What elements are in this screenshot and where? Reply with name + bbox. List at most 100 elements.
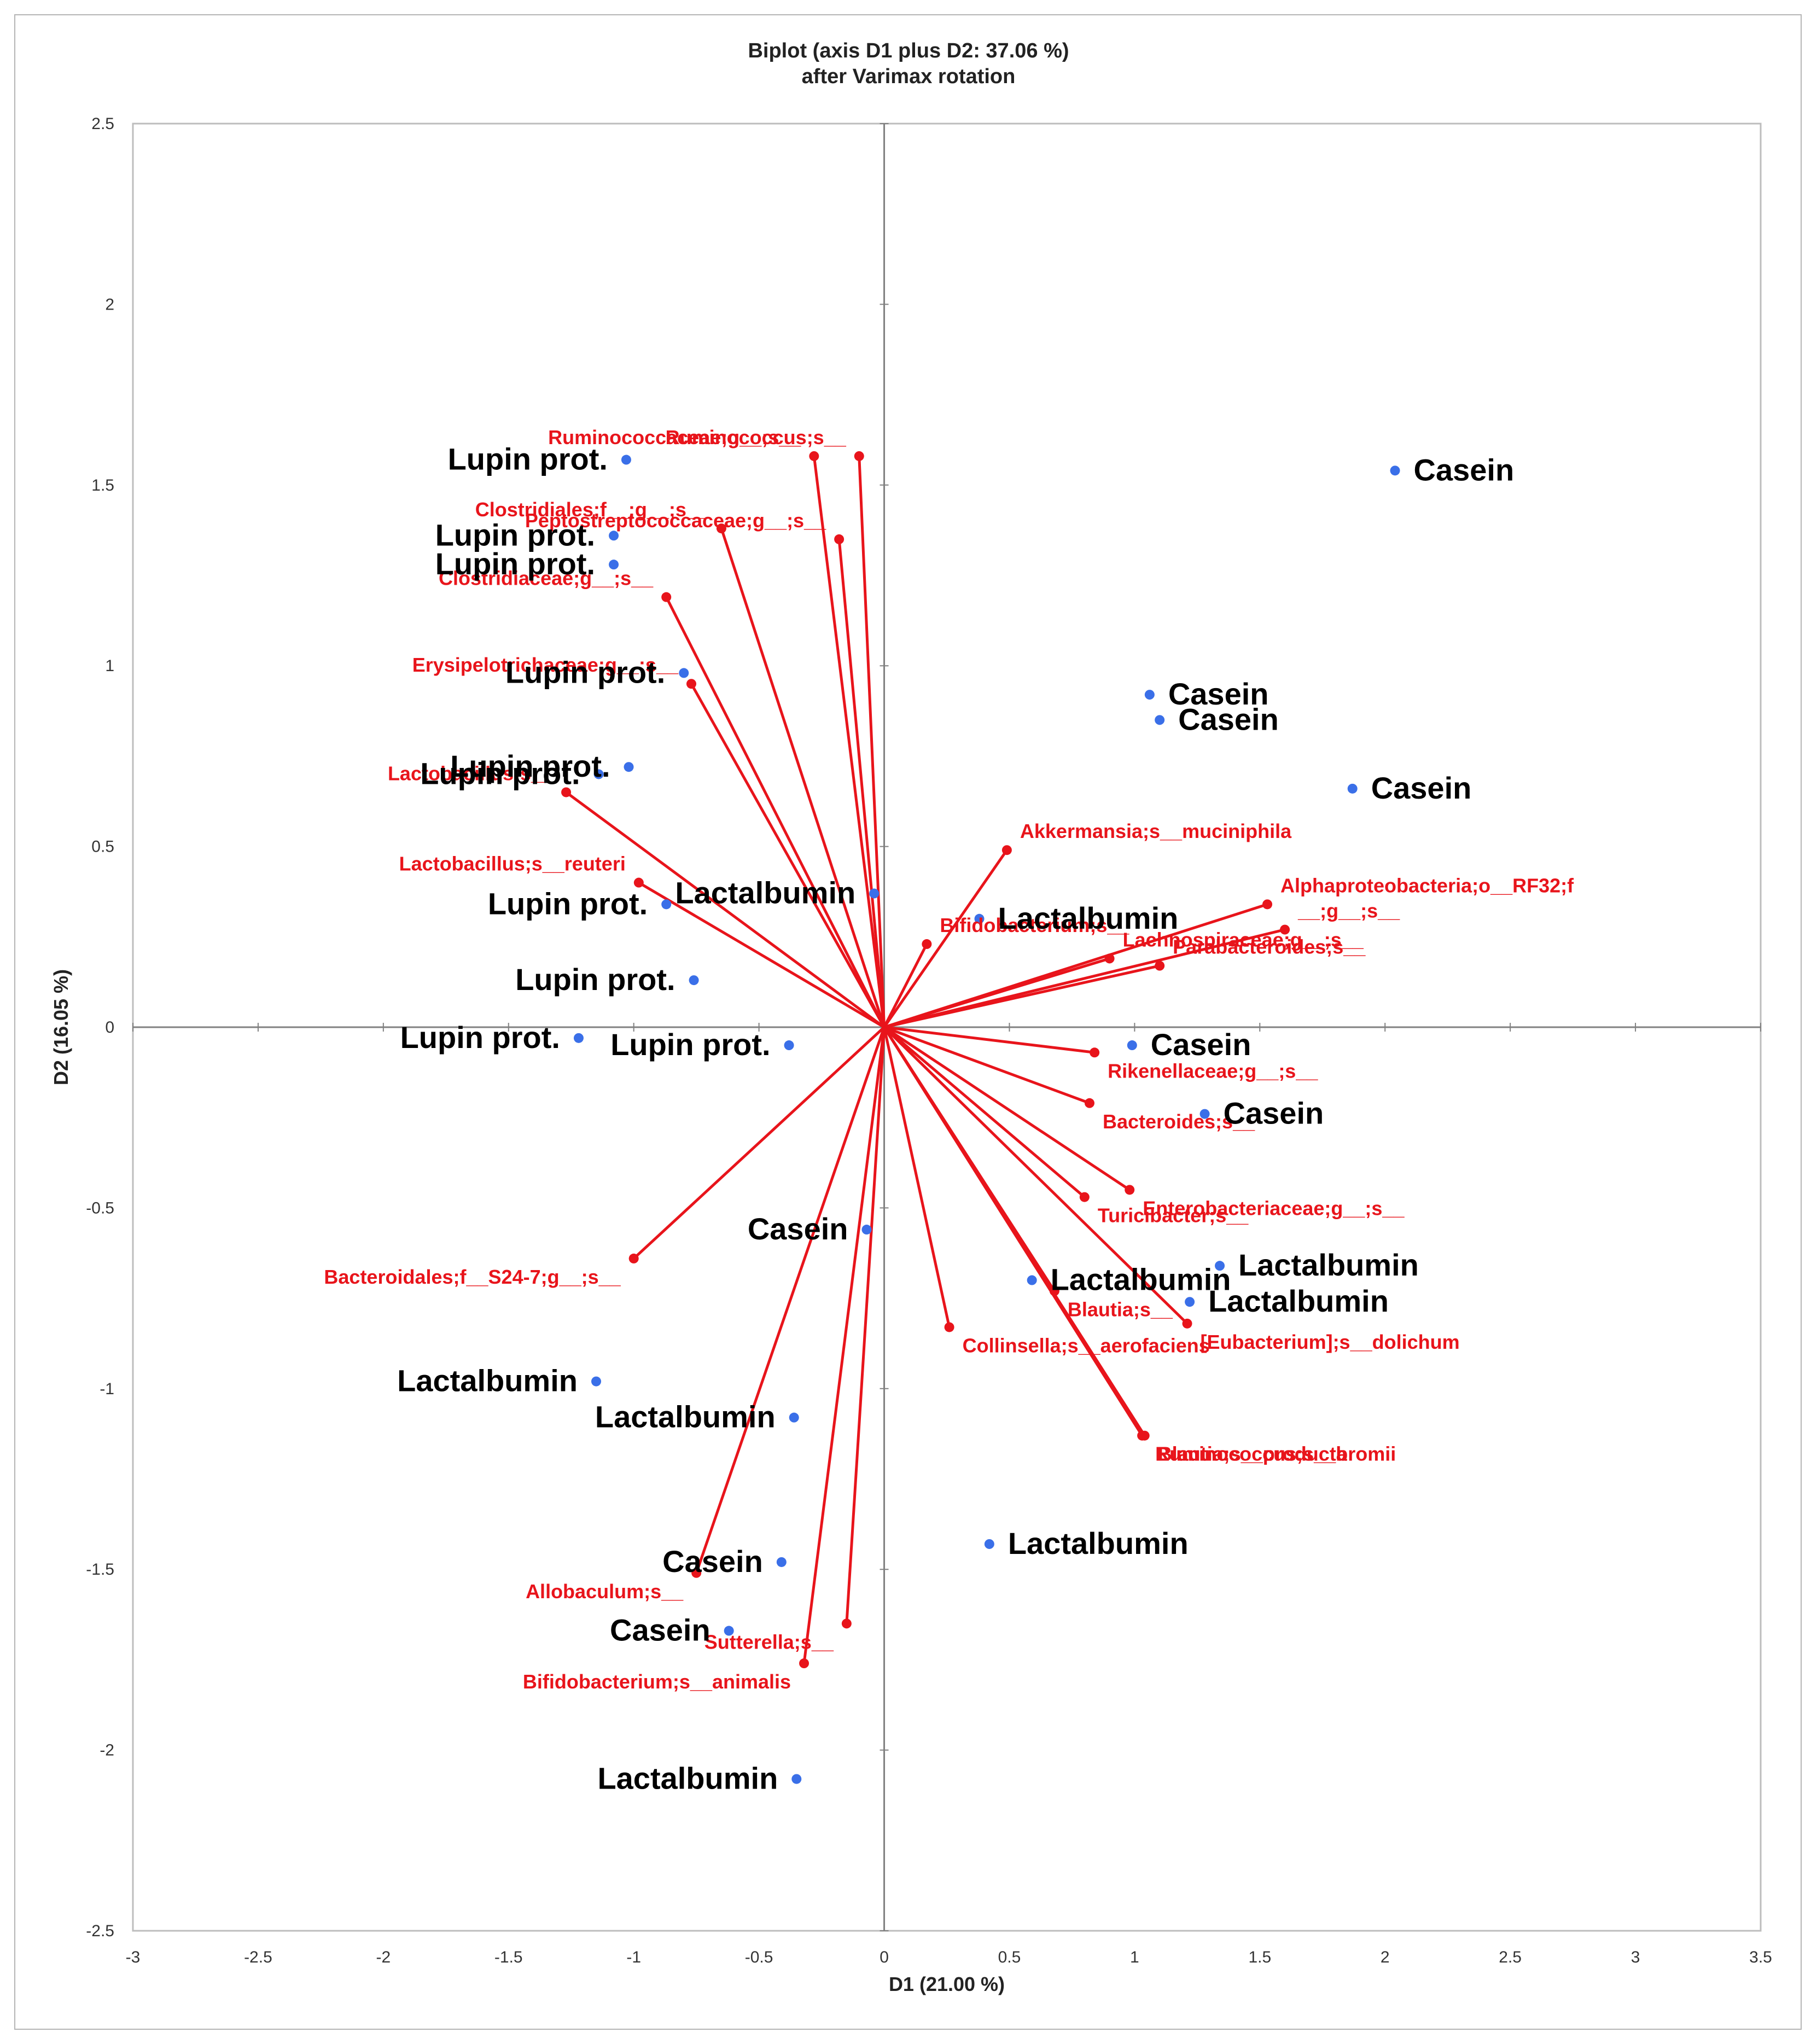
observation-label: Lupin prot. [450,749,610,783]
observation-point [1127,1040,1137,1051]
observation-point [861,1225,872,1235]
variable-vector [883,1026,1090,1105]
observation-label: Lactalbumin [597,1761,778,1795]
observation-point [974,913,985,924]
variable-vector [690,683,886,1028]
observation-point [776,1557,787,1567]
variable-label: Ruminococcaceae;g__;s__ [548,426,801,449]
observation-label: Lupin prot. [400,1020,560,1055]
observation-label: Lupin prot. [515,962,675,997]
observation-point [609,560,619,570]
variable-label: Lactobacillus;s__ [388,762,554,784]
observation-label: Casein [610,1613,711,1647]
variable-vector [837,539,886,1028]
variable-vector-tip [686,679,696,689]
variable-label: Bacteroidales;f__S24-7;g__;s__ [324,1266,621,1288]
variable-label: Lachnospiraceae;g__;s__ [1123,928,1364,951]
observation-point [784,1040,794,1051]
variable-vector-tip [628,1253,639,1263]
variable-label: Enterobacteriaceae;g__;s__ [1143,1197,1405,1219]
x-axis-label: D1 (21.00 %) [889,1973,1005,1995]
variable-vector-tip [834,534,845,544]
variable-vector-tip [799,1658,810,1669]
variable-label: Blautia;s__producta [1158,1443,1348,1465]
y-tick-label: -1.5 [86,1560,114,1579]
variable-vector [883,849,1008,1028]
variable-label: Lactobacillus;s__reuteri [399,853,626,875]
y-tick-label: -0.5 [86,1199,114,1217]
observation-label: Casein [1414,452,1515,487]
observation-label: Lactalbumin [1008,1526,1189,1560]
observation-point [1199,1109,1210,1119]
variable-label: Erysipelotrichaceae;g__;s__ [412,654,679,676]
variable-label: __;g__;s__ [1297,900,1400,922]
observation-point [591,1376,602,1387]
variable-label: Clostridiales;f__;g__;s__ [475,498,709,521]
variable-vector-tip [561,787,572,797]
observation-label: Casein [1168,677,1269,711]
observation-point [1215,1261,1225,1271]
observation-point [869,888,880,899]
variable-vector-tip [809,451,819,461]
observation-label: Lupin prot. [435,517,595,552]
variable-vector-tip [922,939,932,950]
observation-point [689,975,699,986]
y-tick-label: -2.5 [86,1922,114,1940]
variable-vector-tip [1084,1098,1094,1108]
variable-vector-tip [691,1568,702,1578]
variable-vector [883,957,1110,1029]
observation-point [789,1412,799,1423]
x-tick-label: -2 [376,1948,391,1966]
x-tick-label: 0 [880,1948,889,1966]
variable-vector [802,1027,886,1664]
y-tick-label: 2 [105,295,114,313]
variable-vector [883,943,928,1028]
variable-vector [665,596,886,1028]
variable-vector-tip [841,1618,852,1629]
variable-vector-tip [1155,960,1165,971]
variable-vector [883,1026,1189,1325]
observation-label: Casein [1371,771,1472,805]
observation-point [593,769,604,779]
chart-title: Biplot (axis D1 plus D2: 37.06 %) [748,39,1069,62]
observation-label: Casein [1224,1096,1324,1131]
variable-vector [812,456,886,1028]
x-tick-label: -3 [126,1948,141,1966]
observation-point [621,455,631,465]
variable-vectors [561,451,1290,1669]
x-tick-label: 0.5 [998,1948,1021,1966]
observation-labels: Lupin prot.Lupin prot.Lupin prot.Lupin p… [397,442,1514,1796]
variable-vector-tip [854,451,864,461]
variable-label: Bifidobacterium;s__animalis [523,1670,791,1693]
variable-vector [695,1027,886,1574]
variable-label: Parabacteroides;s__ [1173,936,1366,958]
observation-label: Lupin prot. [420,756,580,790]
observation-point [724,1626,734,1636]
variable-labels: Ruminococcaceae;g__;s__Ruminococcus;s__ P… [324,426,1574,1693]
variable-vector [883,1026,1086,1198]
variable-vector-tip [716,523,726,534]
x-tick-label: 1 [1130,1948,1139,1966]
variable-vector-tip [1079,1192,1090,1202]
variable-vector-tip [1090,1047,1100,1058]
observation-point [624,762,634,772]
variable-label: Bifidobacterium;s__ [940,914,1129,936]
observation-label: Lactalbumin [998,901,1179,935]
observation-point [661,899,672,910]
variable-label: Collinsella;s__aerofaciens [963,1334,1210,1356]
observation-label: Casein [1151,1027,1251,1062]
variable-label: Allobaculum;s__ [526,1580,684,1603]
observation-point [1144,690,1155,700]
variable-vector [883,964,1160,1029]
x-tick-label: 2 [1381,1948,1390,1966]
observation-point [573,1033,584,1043]
y-axis-label: D2 (16.05 %) [50,969,72,1085]
observation-label: Lupin prot. [505,655,665,689]
observation-label: Casein [662,1544,763,1579]
observation-point [609,531,619,541]
observation-label: Lactalbumin [397,1364,578,1398]
variable-vector-tip [661,592,672,602]
x-tick-label: 2.5 [1499,1948,1522,1966]
observation-label: Lactalbumin [675,876,855,910]
variable-label: Alphaproteobacteria;o__RF32;f [1280,874,1574,896]
